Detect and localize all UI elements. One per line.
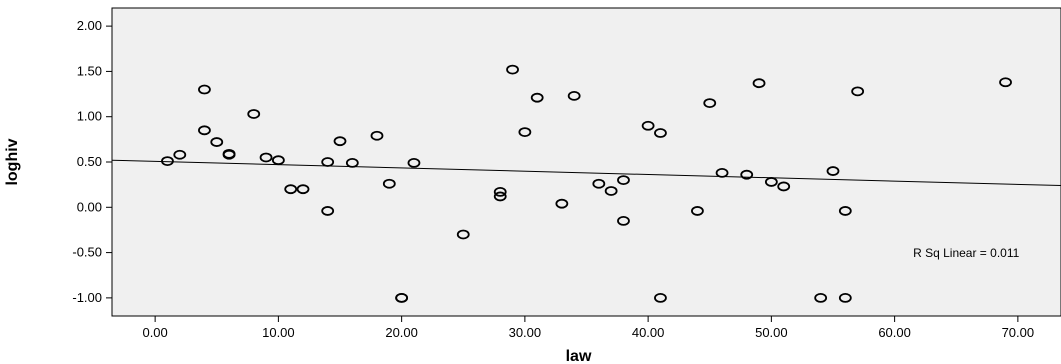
data-point <box>530 92 544 103</box>
data-point <box>506 64 519 75</box>
data-point <box>617 175 630 186</box>
data-point <box>321 206 335 216</box>
data-point <box>764 177 778 187</box>
data-point <box>161 156 174 166</box>
data-point <box>493 186 507 197</box>
y-tick-label: 0.00 <box>77 199 102 214</box>
data-point <box>592 178 606 189</box>
data-point <box>740 169 754 180</box>
data-point <box>752 78 766 89</box>
x-tick-label: 0.00 <box>142 325 167 340</box>
x-tick-label: 10.00 <box>262 325 295 340</box>
data-point <box>838 292 852 303</box>
data-point <box>814 292 828 303</box>
data-point <box>518 127 532 138</box>
data-point <box>222 149 236 160</box>
data-point <box>296 184 310 195</box>
data-point <box>654 128 667 138</box>
data-point <box>333 136 347 147</box>
y-tick-label: -0.50 <box>72 245 102 260</box>
data-point <box>210 137 224 147</box>
data-point <box>851 86 865 97</box>
data-point <box>999 77 1012 88</box>
x-tick-label: 30.00 <box>509 325 542 340</box>
data-point <box>691 206 704 216</box>
x-tick-label: 20.00 <box>385 325 418 340</box>
data-point <box>838 206 852 216</box>
x-tick-label: 60.00 <box>878 325 911 340</box>
data-point <box>493 191 507 202</box>
data-point <box>407 158 421 168</box>
r-squared-annotation: R Sq Linear = 0.011 <box>913 246 1020 260</box>
data-point <box>382 178 396 189</box>
data-point <box>345 158 359 168</box>
y-axis-title: loghiv <box>4 138 21 185</box>
y-tick-label: 1.50 <box>77 63 102 78</box>
y-tick-label: -1.00 <box>72 290 102 305</box>
y-tick-label: 0.50 <box>77 154 102 169</box>
data-point <box>271 155 285 166</box>
y-tick-label: 1.00 <box>77 109 102 124</box>
data-point <box>247 109 261 119</box>
data-point <box>567 90 581 101</box>
x-tick-label: 70.00 <box>1002 325 1035 340</box>
data-point <box>321 157 335 167</box>
fit-line <box>111 159 1061 187</box>
data-point <box>173 149 187 160</box>
data-point <box>617 215 630 226</box>
data-point <box>703 98 717 109</box>
x-axis-title: law <box>566 348 592 364</box>
data-point <box>198 125 211 136</box>
data-point <box>198 84 211 95</box>
data-point <box>395 292 409 303</box>
data-point <box>641 120 655 131</box>
data-point <box>604 186 618 196</box>
data-point <box>777 181 791 192</box>
data-point <box>826 166 840 176</box>
data-point <box>456 229 470 240</box>
data-point <box>555 198 569 209</box>
y-tick-label: 2.00 <box>77 18 102 33</box>
data-point <box>259 152 273 163</box>
plot-area <box>111 7 1061 317</box>
data-point <box>715 167 729 178</box>
data-point <box>370 130 384 141</box>
x-tick-label: 40.00 <box>632 325 665 340</box>
data-point <box>284 184 298 195</box>
x-tick-label: 50.00 <box>755 325 788 340</box>
data-point <box>654 292 667 303</box>
